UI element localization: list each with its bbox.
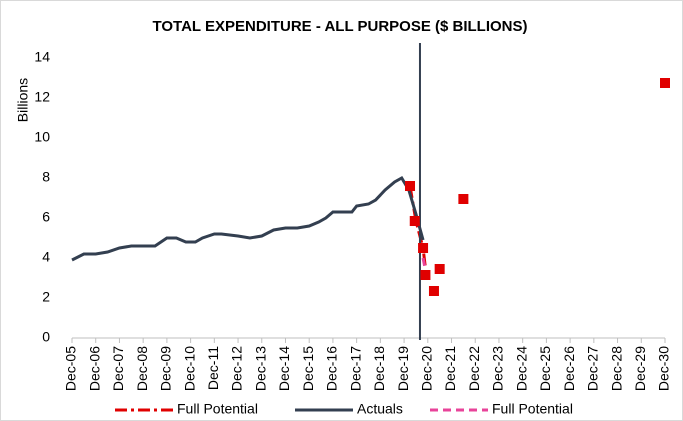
x-tick-label: Dec-14 [276, 346, 292, 391]
x-tick-label: Dec-24 [513, 346, 529, 391]
y-tick-label: 8 [42, 169, 50, 185]
x-tick-label: Dec-23 [490, 346, 506, 391]
x-tick-label: Dec-25 [537, 346, 553, 391]
x-tick-label: Dec-30 [656, 346, 672, 391]
marker [660, 78, 670, 88]
x-tick-label: Dec-26 [561, 346, 577, 391]
y-tick-label: 2 [42, 289, 50, 305]
x-tick-label: Dec-27 [585, 346, 601, 391]
x-tick-label: Dec-07 [110, 346, 126, 391]
x-tick-label: Dec-09 [158, 346, 174, 391]
x-tick-label: Dec-11 [205, 346, 221, 390]
x-tick-label: Dec-10 [181, 346, 197, 391]
y-axis-label: Billions [15, 78, 31, 122]
x-tick-label: Dec-16 [324, 346, 340, 391]
x-tick-label: Dec-15 [300, 346, 316, 391]
legend-label: Actuals [357, 401, 403, 417]
marker [428, 286, 439, 296]
x-tick-label: Dec-19 [395, 346, 411, 391]
y-tick-label: 10 [34, 129, 50, 145]
legend-label: Full Potential [177, 401, 258, 417]
marker [458, 194, 469, 204]
x-tick-label: Dec-06 [86, 346, 102, 391]
x-tick-label: Dec-28 [608, 346, 624, 391]
x-tick-label: Dec-18 [371, 346, 387, 391]
x-tick-label: Dec-08 [134, 346, 150, 391]
x-tick-label: Dec-13 [252, 346, 268, 391]
x-tick-label: Dec-22 [466, 346, 482, 391]
legend-label: Full Potential [492, 401, 573, 417]
x-tick-label: Dec-21 [442, 346, 458, 391]
marker [418, 243, 429, 253]
x-tick-label: Dec-20 [419, 346, 435, 391]
y-tick-label: 0 [42, 329, 50, 345]
y-tick-label: 6 [42, 209, 50, 225]
x-tick-label: Dec-12 [229, 346, 245, 391]
x-tick-label: Dec-29 [632, 346, 648, 391]
marker [405, 181, 416, 191]
y-tick-label: 12 [34, 89, 50, 105]
data-line [71, 175, 425, 262]
marker [409, 216, 420, 226]
y-tick-label: 4 [42, 249, 50, 265]
marker [434, 264, 445, 274]
chart-title: TOTAL EXPENDITURE - ALL PURPOSE ($ BILLI… [152, 18, 527, 35]
marker [420, 270, 431, 280]
y-tick-label: 14 [34, 49, 50, 65]
x-tick-label: Dec-05 [63, 346, 79, 391]
x-tick-label: Dec-17 [347, 346, 363, 391]
